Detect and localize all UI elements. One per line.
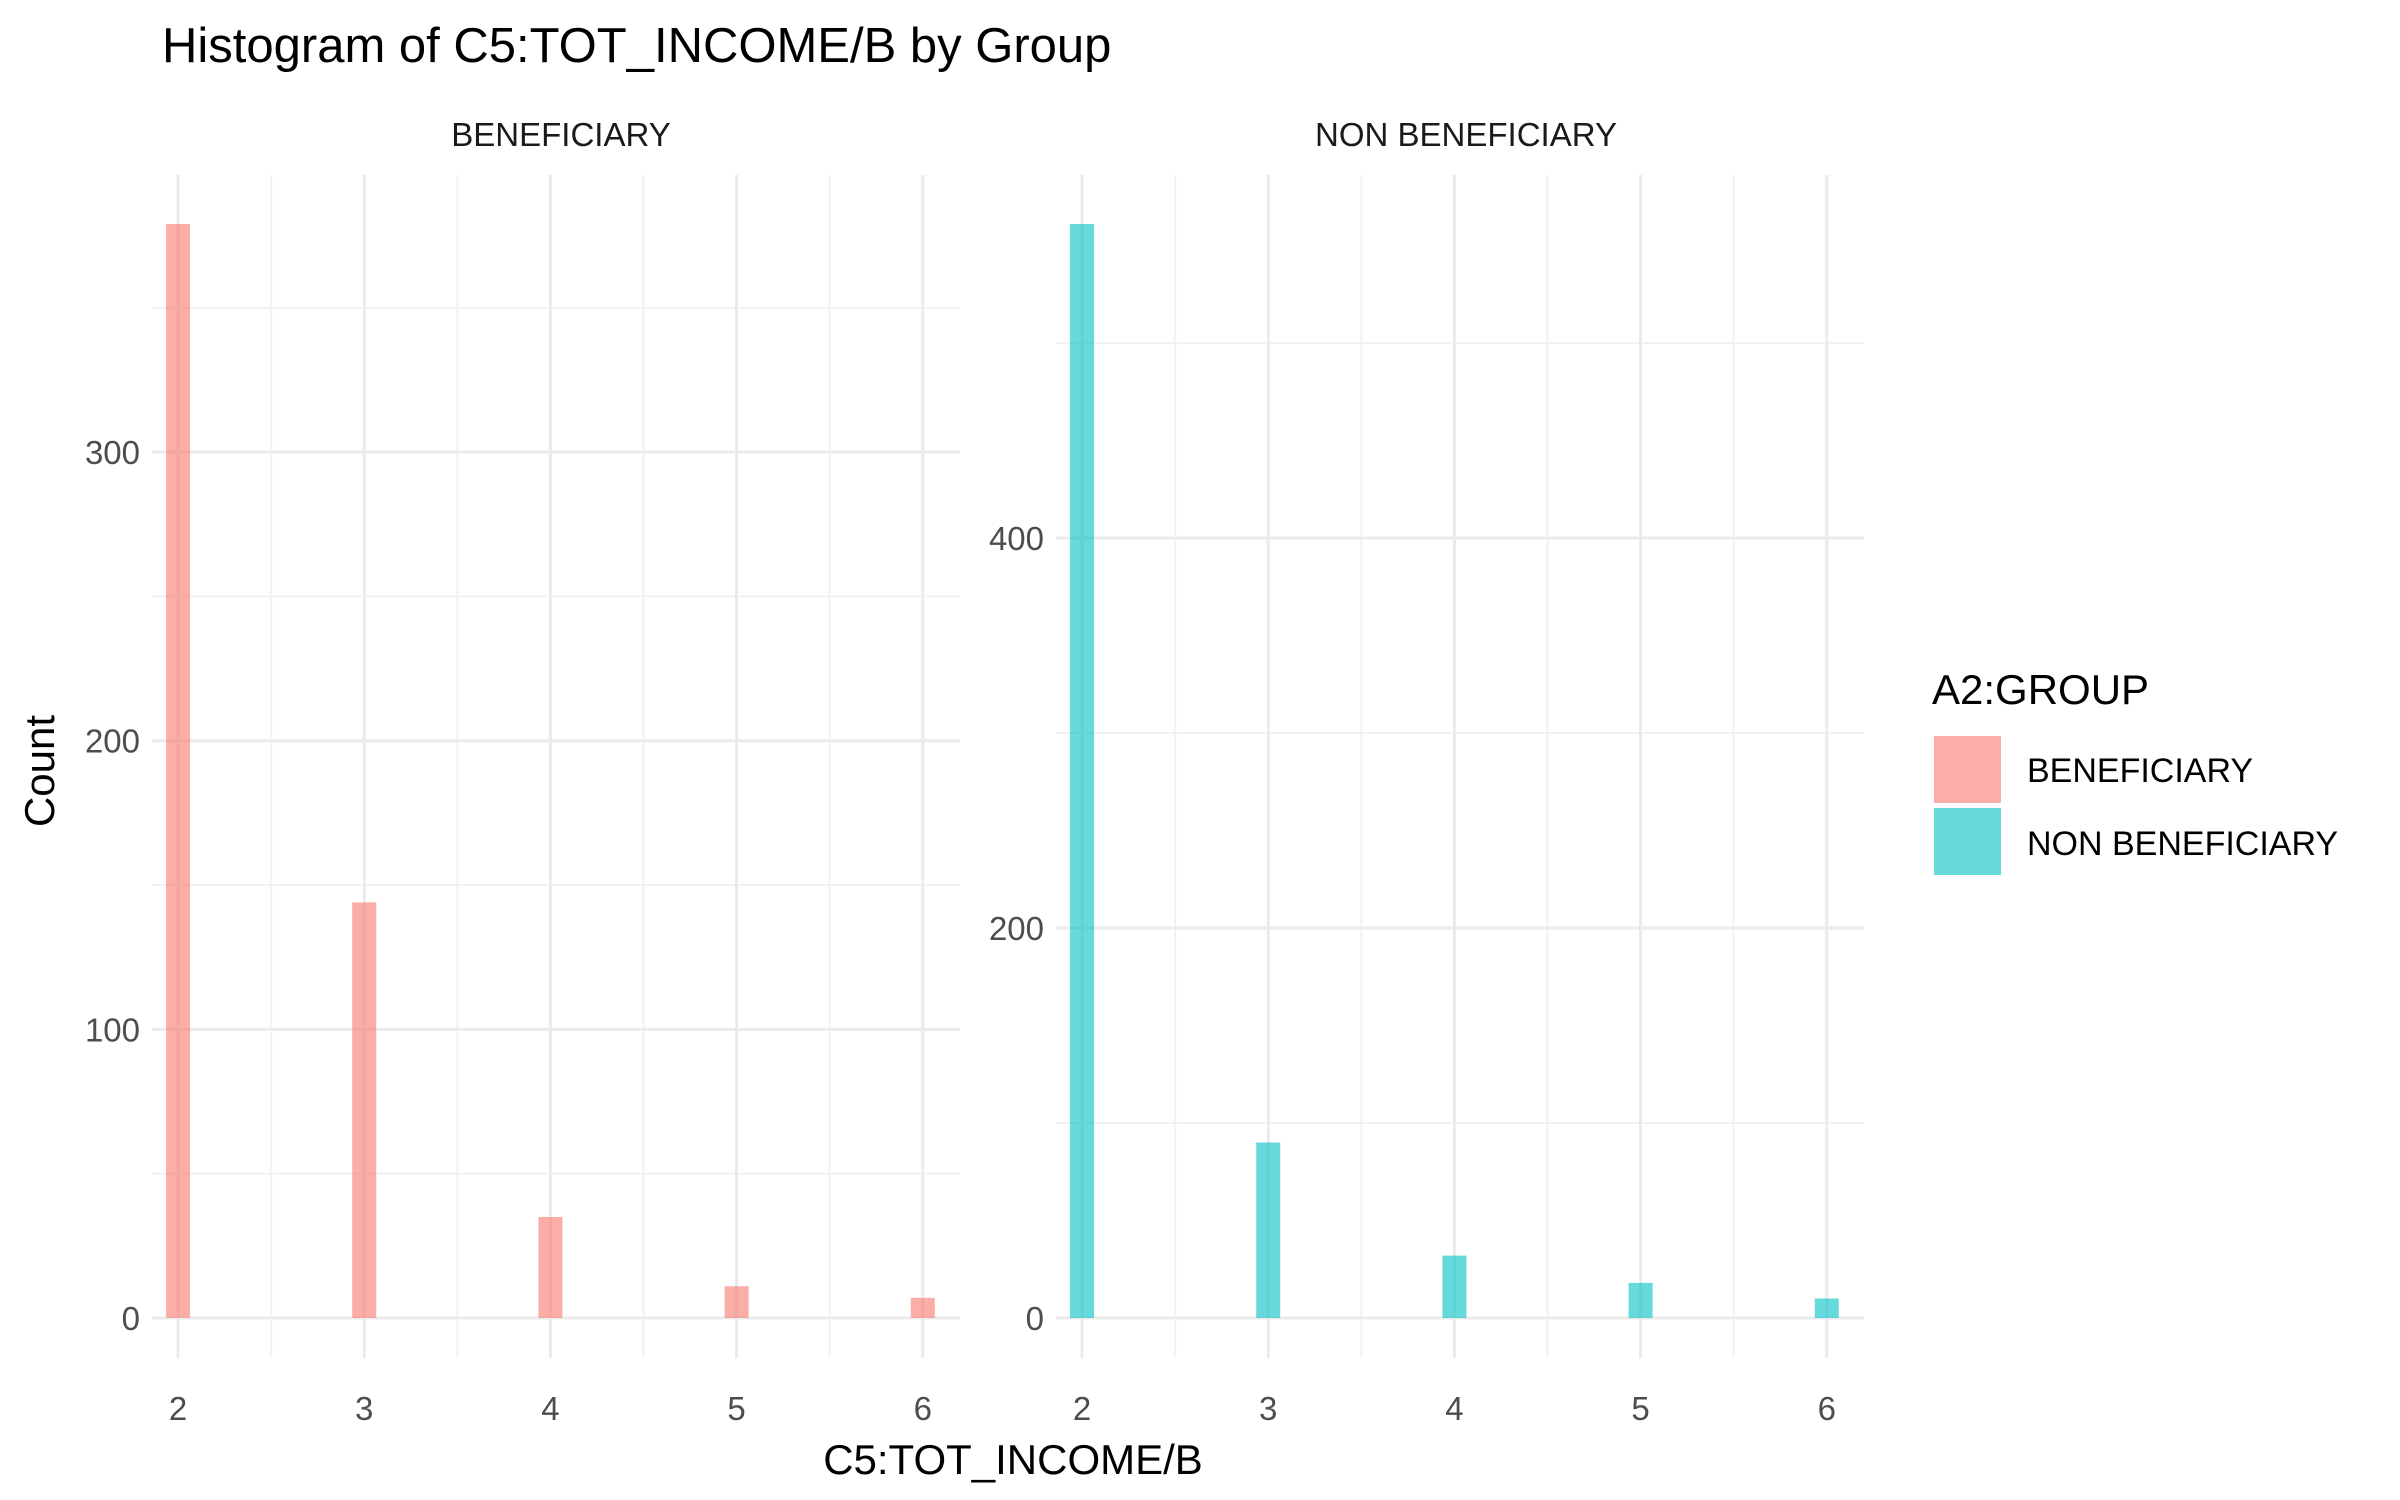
legend-label-beneficiary: BENEFICIARY [2027,752,2253,790]
x-tick-label: 5 [727,1390,745,1427]
x-axis-title: C5:TOT_INCOME/B [823,1436,1203,1483]
legend-swatch-beneficiary [1934,736,2001,803]
bar-beneficiary-2 [166,224,191,1318]
x-tick-label: 2 [169,1390,187,1427]
bar-non-beneficiary-5 [1628,1282,1653,1318]
bar-beneficiary-4 [538,1216,563,1318]
legend-title: A2:GROUP [1932,666,2149,713]
panel-beneficiary: BENEFICIARY 0 100 200 300 2 3 4 5 6 [85,116,960,1427]
x-tick-label: 6 [1818,1390,1836,1427]
x-tick-label: 4 [541,1390,559,1427]
x-tick-label: 6 [914,1390,932,1427]
chart-title: Histogram of C5:TOT_INCOME/B by Group [162,19,1111,73]
x-tick-label: 5 [1631,1390,1649,1427]
bar-beneficiary-3 [352,902,377,1318]
y-tick-label: 300 [85,434,140,471]
bar-beneficiary-5 [724,1286,749,1318]
bar-non-beneficiary-2 [1070,224,1095,1318]
x-tick-label: 3 [1259,1390,1277,1427]
x-tick-label: 4 [1445,1390,1463,1427]
y-tick-label: 0 [122,1300,140,1337]
y-tick-label: 200 [85,723,140,760]
y-tick-label: 0 [1026,1300,1044,1337]
bar-non-beneficiary-4 [1442,1255,1467,1318]
legend: A2:GROUP BENEFICIARY NON BENEFICIARY [1932,666,2338,875]
panel-non-beneficiary: NON BENEFICIARY 0 200 400 2 3 4 5 6 [989,116,1864,1427]
bar-non-beneficiary-6 [1814,1298,1839,1318]
legend-swatch-non-beneficiary [1934,808,2001,875]
y-axis-title: Count [16,715,63,827]
legend-label-non-beneficiary: NON BENEFICIARY [2027,825,2338,863]
x-tick-label: 2 [1073,1390,1091,1427]
strip-label-non-beneficiary: NON BENEFICIARY [1315,116,1617,153]
x-tick-label: 3 [355,1390,373,1427]
y-tick-label: 200 [989,910,1044,947]
y-tick-label: 400 [989,520,1044,557]
bar-non-beneficiary-3 [1256,1142,1281,1318]
bar-beneficiary-6 [910,1297,935,1318]
strip-label-beneficiary: BENEFICIARY [451,116,670,153]
y-tick-label: 100 [85,1011,140,1048]
